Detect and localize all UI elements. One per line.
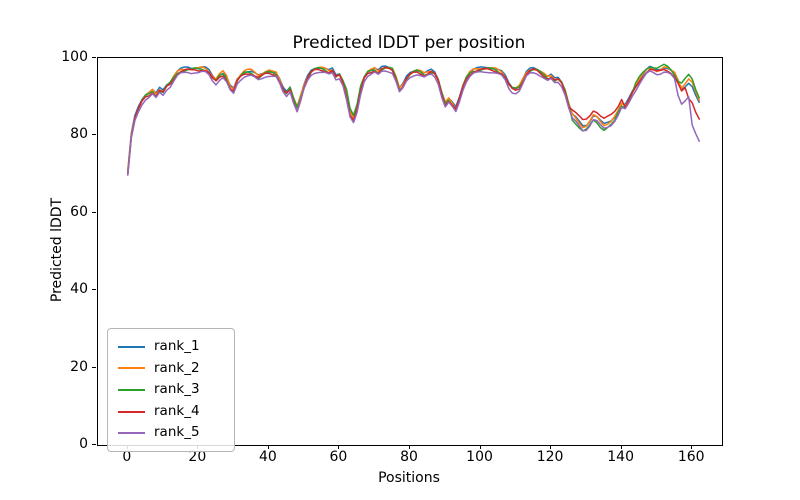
x-tick-label: 120 [536, 449, 564, 465]
x-tick-label: 60 [329, 449, 348, 465]
series-line-rank_5 [127, 70, 700, 176]
legend-label: rank_1 [154, 338, 200, 355]
x-tick-mark [479, 445, 481, 449]
y-tick-mark [92, 134, 96, 136]
x-tick-mark [691, 445, 693, 449]
x-tick-mark [620, 445, 622, 449]
y-tick-mark [92, 366, 96, 368]
y-tick-mark [92, 211, 96, 213]
legend-item-rank_4: rank_4 [118, 401, 224, 423]
x-tick-label: 80 [400, 449, 418, 465]
y-tick-label: 100 [61, 49, 88, 65]
y-tick-label: 20 [70, 358, 88, 375]
x-tick-mark [267, 445, 269, 449]
series-line-rank_3 [127, 63, 700, 174]
legend-line-swatch [118, 388, 145, 391]
x-tick-mark [550, 445, 552, 449]
y-tick-label: 40 [70, 281, 88, 298]
legend-item-rank_2: rank_2 [118, 358, 224, 380]
legend-label: rank_4 [154, 402, 200, 419]
legend-label: rank_5 [154, 424, 200, 441]
legend-line-swatch [118, 367, 145, 370]
legend-item-rank_5: rank_5 [118, 422, 224, 444]
x-tick-label: 0 [122, 449, 132, 465]
y-tick-label: 80 [70, 126, 88, 143]
series-line-rank_4 [127, 66, 700, 176]
y-tick-mark [92, 289, 96, 291]
legend-line-swatch [118, 432, 145, 435]
legend-line-swatch [118, 345, 145, 348]
legend-item-rank_3: rank_3 [118, 379, 224, 401]
y-tick-mark [92, 444, 96, 445]
x-tick-label: 160 [677, 449, 705, 465]
legend-label: rank_2 [154, 359, 200, 376]
chart-title: Predicted lDDT per position [292, 33, 526, 53]
x-tick-label: 40 [258, 449, 277, 465]
x-tick-label: 100 [466, 449, 493, 465]
x-tick-label: 20 [188, 449, 207, 465]
legend-label: rank_3 [154, 381, 200, 398]
legend-item-rank_1: rank_1 [118, 336, 224, 358]
y-tick-label: 0 [79, 436, 88, 452]
x-tick-label: 140 [607, 449, 635, 465]
x-axis-label: Positions [378, 470, 440, 486]
legend: rank_1 rank_2 rank_3 rank_4 rank_5 [107, 328, 235, 452]
series-lines [127, 63, 700, 176]
legend-line-swatch [118, 410, 145, 413]
y-tick-mark [92, 57, 96, 58]
x-tick-mark [409, 445, 410, 449]
x-tick-mark [338, 445, 340, 449]
y-tick-label: 60 [70, 203, 88, 220]
